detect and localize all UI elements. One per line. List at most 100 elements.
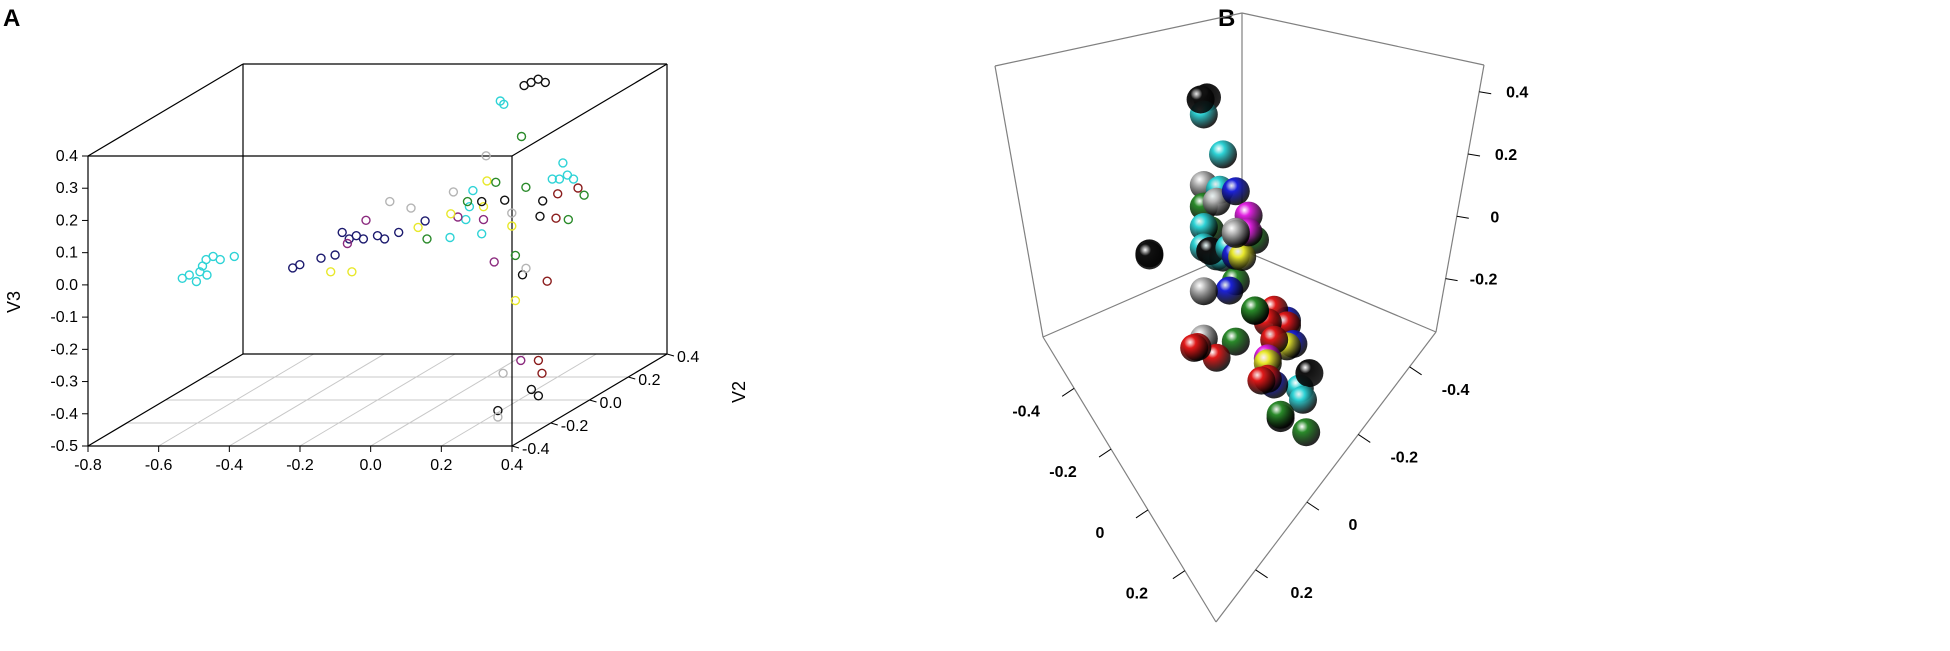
tick-label: -0.2 bbox=[1049, 464, 1077, 481]
data-point bbox=[526, 384, 537, 395]
data-point bbox=[510, 295, 521, 306]
z-tick-label: -0.4 bbox=[50, 406, 78, 423]
z-tick-label: -0.3 bbox=[50, 374, 78, 391]
tick bbox=[1479, 91, 1492, 95]
z-tick-label: -0.1 bbox=[50, 309, 78, 326]
data-point bbox=[184, 270, 195, 280]
sphere-point bbox=[1289, 385, 1317, 414]
data-point bbox=[533, 355, 544, 366]
panel-a-z-ticks: -0.5 -0.4 -0.3 -0.2 -0.1 0.0 0.1 0.2 0.3 0.4 bbox=[50, 148, 88, 455]
panel-a-3d-scatter: A -0.8 -0.6 -0.4 -0.2 0.0 0.2 0.4 -0.4 -0.2 0.0 0… bbox=[3, 5, 749, 474]
data-point bbox=[553, 189, 563, 199]
data-point bbox=[478, 214, 489, 225]
tick bbox=[1456, 215, 1469, 219]
data-point bbox=[540, 77, 550, 88]
panel-a-floor-grid bbox=[126, 353, 629, 447]
data-point bbox=[295, 260, 305, 270]
panel-b-3d-scatter: B -0.4 -0.2 0 0.2 -0.4 -0.2 0 0.2 -0.2 0 0.2 0.4 bbox=[994, 5, 1528, 623]
x-tick-label: -0.2 bbox=[286, 457, 314, 474]
x-tick-label: -0.8 bbox=[74, 457, 102, 474]
x-tick-label: 0.2 bbox=[430, 457, 452, 474]
panel-a-x-ticks: -0.8 -0.6 -0.4 -0.2 0.0 0.2 0.4 bbox=[74, 446, 523, 474]
data-point bbox=[573, 183, 583, 193]
panel-a-bounding-box bbox=[87, 63, 668, 447]
data-point bbox=[446, 209, 456, 219]
data-point bbox=[316, 253, 326, 263]
panel-b-bounding-box bbox=[994, 12, 1485, 623]
sphere-point bbox=[1247, 366, 1276, 395]
data-point bbox=[554, 174, 565, 184]
data-point bbox=[464, 201, 475, 212]
y-tick-label: 0.4 bbox=[677, 349, 699, 366]
data-point bbox=[478, 201, 489, 212]
data-point bbox=[481, 151, 491, 161]
sphere-point bbox=[1186, 85, 1215, 114]
tick-label: 0.2 bbox=[1290, 585, 1312, 602]
tick-label: 0 bbox=[1096, 525, 1105, 542]
data-point bbox=[510, 250, 521, 261]
data-point bbox=[551, 213, 561, 223]
z-tick-label: 0.4 bbox=[56, 148, 78, 165]
y-tick-label: -0.2 bbox=[561, 418, 589, 435]
z-tick-label: 0.3 bbox=[56, 180, 78, 197]
y-tick-label: 0.0 bbox=[600, 395, 622, 412]
data-point bbox=[448, 187, 459, 197]
tick bbox=[1172, 570, 1186, 580]
tick bbox=[1061, 387, 1075, 397]
data-point bbox=[535, 211, 545, 222]
sphere-point bbox=[1228, 243, 1257, 271]
sphere-point bbox=[1221, 219, 1250, 248]
y-tick bbox=[589, 399, 597, 403]
tick bbox=[1135, 509, 1149, 519]
data-point bbox=[507, 221, 517, 231]
panel-b-axis1-ticks: -0.4 -0.2 0 0.2 bbox=[1012, 387, 1186, 603]
data-point bbox=[358, 234, 369, 244]
box-edge bbox=[994, 65, 1044, 338]
y-tick bbox=[628, 376, 636, 380]
tick bbox=[1357, 434, 1371, 443]
data-point bbox=[538, 196, 548, 206]
tick bbox=[1306, 501, 1320, 511]
panel-b-points bbox=[1135, 83, 1324, 447]
data-point bbox=[482, 176, 492, 186]
data-point bbox=[516, 355, 526, 366]
tick bbox=[1098, 448, 1112, 458]
data-point bbox=[420, 216, 430, 226]
z-tick-label: 0.0 bbox=[56, 277, 78, 294]
sphere-point bbox=[1135, 241, 1164, 270]
x-tick-label: 0.0 bbox=[360, 457, 382, 474]
panel-b-axis3-ticks: -0.2 0 0.2 0.4 bbox=[1445, 85, 1528, 289]
z-tick-label: 0.2 bbox=[56, 212, 78, 229]
panel-b-label: B bbox=[1218, 5, 1235, 32]
tick-label: 0.4 bbox=[1506, 85, 1528, 102]
z-tick-label: 0.1 bbox=[56, 245, 78, 262]
panel-a-z-axis-title: V3 bbox=[4, 291, 24, 313]
tick-label: 0 bbox=[1348, 517, 1357, 534]
box-edge bbox=[1241, 12, 1485, 66]
box-edge bbox=[1215, 331, 1437, 623]
box-edge bbox=[87, 353, 244, 447]
panel-a-points bbox=[177, 74, 589, 422]
sphere-point bbox=[1189, 277, 1218, 306]
sphere-point bbox=[1215, 276, 1244, 305]
data-point bbox=[406, 203, 416, 213]
data-point bbox=[215, 254, 225, 265]
data-point bbox=[537, 368, 547, 378]
panel-a-y-ticks: -0.4 -0.2 0.0 0.2 0.4 bbox=[511, 349, 699, 458]
sphere-point bbox=[1189, 213, 1218, 241]
tick bbox=[1445, 278, 1458, 282]
data-point bbox=[422, 234, 432, 244]
data-point bbox=[394, 227, 404, 238]
x-tick-label: -0.4 bbox=[216, 457, 244, 474]
y-tick bbox=[666, 353, 675, 357]
tick-label: 0 bbox=[1490, 209, 1499, 226]
data-point bbox=[516, 131, 527, 142]
sphere-point bbox=[1221, 327, 1250, 356]
data-point bbox=[229, 251, 240, 262]
data-point bbox=[493, 412, 503, 422]
data-point bbox=[191, 276, 202, 287]
sphere-point bbox=[1292, 418, 1321, 447]
box-edge bbox=[1042, 336, 1217, 623]
tick-label: 0.2 bbox=[1126, 586, 1148, 603]
panel-b-axis2-ticks: -0.4 -0.2 0 0.2 bbox=[1255, 366, 1469, 602]
